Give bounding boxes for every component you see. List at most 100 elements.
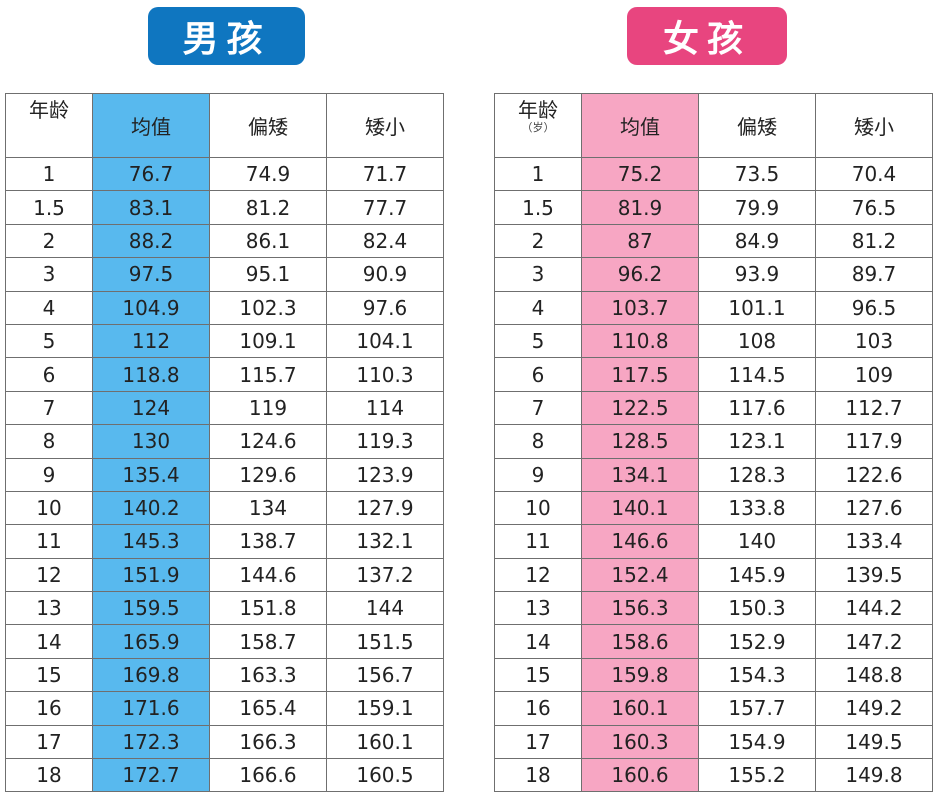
table-row: 1.5 83.1 81.2 77.7	[5, 190, 444, 225]
very-short-cell: 122.6	[815, 457, 933, 492]
age-cell: 14	[5, 624, 93, 659]
short-cell: 81.2	[209, 190, 327, 225]
very-short-cell: 119.3	[326, 424, 444, 459]
mean-cell: 130	[92, 424, 210, 459]
boys-header-age: 年龄	[5, 93, 93, 158]
very-short-cell: 81.2	[815, 223, 933, 259]
girls-header-mean: 均值	[581, 93, 699, 158]
age-cell: 14	[494, 624, 582, 659]
age-cell: 3	[5, 257, 93, 292]
boys-header-row: 年龄 均值 偏矮 矮小	[5, 93, 444, 158]
very-short-cell: 104.1	[326, 323, 444, 359]
mean-cell: 88.2	[92, 223, 210, 259]
short-cell: 152.9	[698, 624, 816, 659]
table-row: 15 169.8 163.3 156.7	[5, 657, 444, 693]
very-short-cell: 103	[815, 323, 933, 359]
short-cell: 150.3	[698, 591, 816, 626]
age-cell: 7	[5, 390, 93, 426]
age-cell: 5	[494, 323, 582, 359]
short-cell: 95.1	[209, 257, 327, 292]
very-short-cell: 76.5	[815, 190, 933, 225]
age-cell: 18	[5, 758, 93, 793]
mean-cell: 165.9	[92, 624, 210, 659]
short-cell: 144.6	[209, 557, 327, 593]
boys-header-mean: 均值	[92, 93, 210, 158]
age-cell: 8	[494, 424, 582, 459]
mean-cell: 160.6	[581, 758, 699, 793]
very-short-cell: 82.4	[326, 223, 444, 259]
age-cell: 6	[5, 357, 93, 392]
age-cell: 11	[5, 524, 93, 559]
very-short-cell: 97.6	[326, 290, 444, 325]
age-cell: 7	[494, 390, 582, 426]
table-row: 8 128.5 123.1 117.9	[494, 424, 933, 459]
short-cell: 115.7	[209, 357, 327, 392]
short-cell: 74.9	[209, 156, 327, 192]
mean-cell: 159.5	[92, 591, 210, 626]
short-cell: 145.9	[698, 557, 816, 593]
very-short-cell: 144.2	[815, 591, 933, 626]
short-cell: 114.5	[698, 357, 816, 392]
age-cell: 3	[494, 257, 582, 292]
short-cell: 158.7	[209, 624, 327, 659]
very-short-cell: 149.2	[815, 691, 933, 726]
very-short-cell: 96.5	[815, 290, 933, 325]
age-cell: 5	[5, 323, 93, 359]
very-short-cell: 132.1	[326, 524, 444, 559]
girls-table-body: 1 75.2 73.5 70.4 1.5 81.9 79.9 76.5 2 87 84.9 81.2 3…	[494, 156, 933, 793]
very-short-cell: 147.2	[815, 624, 933, 659]
mean-cell: 140.1	[581, 490, 699, 526]
table-row: 3 97.5 95.1 90.9	[5, 257, 444, 292]
very-short-cell: 110.3	[326, 357, 444, 392]
table-row: 9 135.4 129.6 123.9	[5, 457, 444, 492]
very-short-cell: 117.9	[815, 424, 933, 459]
mean-cell: 110.8	[581, 323, 699, 359]
table-row: 13 156.3 150.3 144.2	[494, 591, 933, 626]
mean-cell: 160.1	[581, 691, 699, 726]
table-row: 5 110.8 108 103	[494, 323, 933, 359]
age-cell: 15	[494, 657, 582, 693]
table-row: 6 117.5 114.5 109	[494, 357, 933, 392]
girls-header-row: 年龄 （岁） 均值 偏矮 矮小	[494, 93, 933, 158]
short-cell: 128.3	[698, 457, 816, 492]
age-cell: 9	[5, 457, 93, 492]
age-cell: 6	[494, 357, 582, 392]
short-cell: 129.6	[209, 457, 327, 492]
very-short-cell: 160.1	[326, 724, 444, 760]
short-cell: 119	[209, 390, 327, 426]
mean-cell: 112	[92, 323, 210, 359]
mean-cell: 124	[92, 390, 210, 426]
very-short-cell: 127.6	[815, 490, 933, 526]
table-row: 13 159.5 151.8 144	[5, 591, 444, 626]
very-short-cell: 159.1	[326, 691, 444, 726]
mean-cell: 169.8	[92, 657, 210, 693]
very-short-cell: 151.5	[326, 624, 444, 659]
mean-cell: 135.4	[92, 457, 210, 492]
mean-cell: 160.3	[581, 724, 699, 760]
age-cell: 1	[494, 156, 582, 192]
mean-cell: 156.3	[581, 591, 699, 626]
table-row: 14 158.6 152.9 147.2	[494, 624, 933, 659]
age-cell: 1.5	[5, 190, 93, 225]
very-short-cell: 114	[326, 390, 444, 426]
boys-table-body: 1 76.7 74.9 71.7 1.5 83.1 81.2 77.7 2 88.2 86.1 82.…	[5, 156, 444, 793]
mean-cell: 103.7	[581, 290, 699, 325]
table-row: 18 160.6 155.2 149.8	[494, 758, 933, 793]
short-cell: 102.3	[209, 290, 327, 325]
short-cell: 134	[209, 490, 327, 526]
short-cell: 151.8	[209, 591, 327, 626]
very-short-cell: 137.2	[326, 557, 444, 593]
very-short-cell: 144	[326, 591, 444, 626]
table-row: 12 152.4 145.9 139.5	[494, 557, 933, 593]
very-short-cell: 89.7	[815, 257, 933, 292]
age-cell: 1	[5, 156, 93, 192]
table-row: 4 103.7 101.1 96.5	[494, 290, 933, 325]
table-row: 7 124 119 114	[5, 390, 444, 426]
very-short-cell: 90.9	[326, 257, 444, 292]
very-short-cell: 77.7	[326, 190, 444, 225]
table-row: 2 88.2 86.1 82.4	[5, 223, 444, 259]
very-short-cell: 160.5	[326, 758, 444, 793]
age-cell: 11	[494, 524, 582, 559]
short-cell: 140	[698, 524, 816, 559]
table-row: 1 75.2 73.5 70.4	[494, 156, 933, 192]
